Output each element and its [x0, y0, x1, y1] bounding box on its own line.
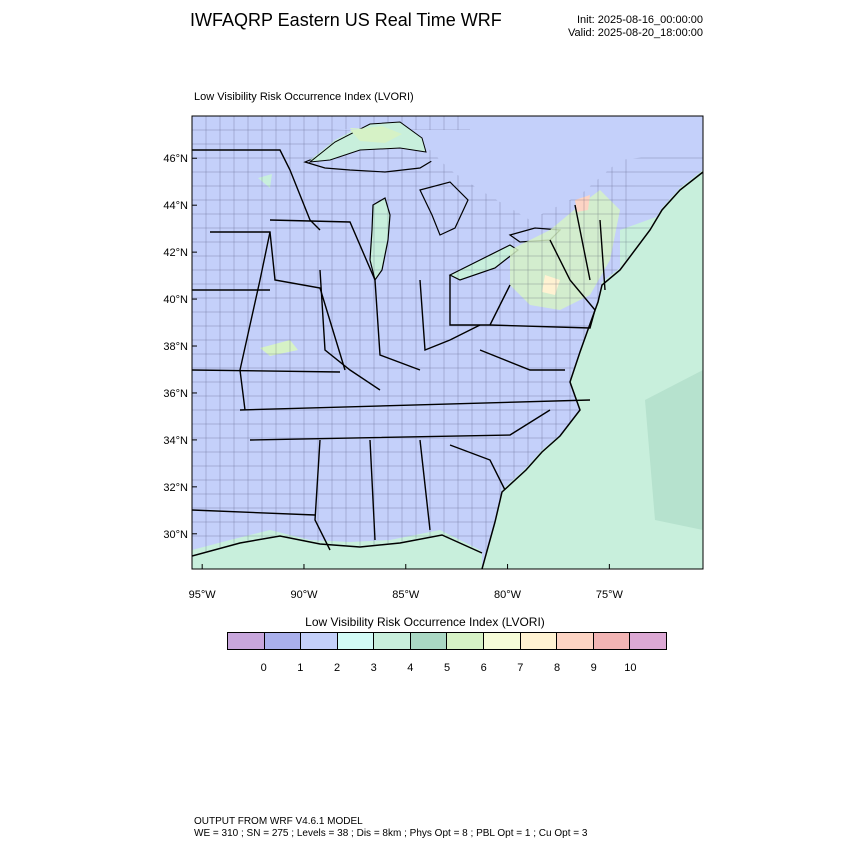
colorbar-swatch: [557, 633, 594, 649]
lvori-map: 46°N 44°N 42°N 40°N 38°N 36°N 34°N 32°N 30°N 95°…: [163, 115, 704, 601]
northeast-mid-index: [510, 190, 620, 310]
colorbar-tick-label: 7: [517, 662, 524, 674]
lon-label: 90°W: [290, 589, 318, 601]
mo-patch: [260, 340, 298, 356]
lon-label: 85°W: [392, 589, 420, 601]
colorbar-swatch: [520, 633, 558, 649]
colorbar-swatch: [630, 633, 666, 649]
longitude-axis: 95°W 90°W 85°W 80°W 75°W: [189, 564, 624, 601]
lat-label: 30°N: [163, 529, 188, 541]
init-time: Init: 2025-08-16_00:00:00: [577, 14, 703, 26]
colorbar-swatch: [447, 633, 485, 649]
colorbar-swatch: [374, 633, 411, 649]
lon-label: 80°W: [494, 589, 522, 601]
colorbar-swatch: [484, 633, 521, 649]
latitude-axis: 46°N 44°N 42°N 40°N 38°N 36°N 34°N 32°N 30°N: [163, 153, 197, 541]
wi-patch: [258, 174, 272, 188]
gulf-overlay: [192, 534, 482, 569]
colorbar: [227, 632, 667, 650]
colorbar-swatch: [228, 633, 265, 649]
colorbar-tick-label: 6: [480, 662, 487, 674]
plot-title: Low Visibility Risk Occurrence Index (LV…: [194, 91, 414, 103]
colorbar-tick-label: 8: [553, 662, 561, 674]
footer-config: WE = 310 ; SN = 275 ; Levels = 38 ; Dis …: [194, 828, 588, 839]
up-high-overlay: [350, 126, 402, 143]
colorbar-tick-label: 2: [333, 662, 341, 674]
colorbar-swatch: [337, 633, 375, 649]
atlantic-overlay: [482, 170, 703, 569]
lat-label: 32°N: [163, 482, 188, 494]
lat-label: 38°N: [163, 341, 188, 353]
colorbar-tick-label: 1: [297, 662, 304, 674]
pa-high-index: [542, 275, 560, 295]
lat-label: 42°N: [163, 247, 188, 259]
footer-model: OUTPUT FROM WRF V4.6.1 MODEL: [194, 816, 363, 827]
colorbar-swatch: [264, 633, 302, 649]
colorbar-swatch: [301, 633, 338, 649]
vt-high-index: [575, 195, 590, 212]
colorbar-tick-label: 9: [590, 662, 597, 674]
colorbar-tick-label: 3: [370, 662, 377, 674]
ocean-band-overlay: [645, 370, 703, 530]
chart-title: IWFAQRP Eastern US Real Time WRF: [190, 10, 502, 30]
colorbar-swatch: [593, 633, 631, 649]
state-borders: [192, 149, 606, 551]
lat-label: 46°N: [163, 153, 188, 165]
valid-time: Valid: 2025-08-20_18:00:00: [568, 27, 703, 39]
colorbar-tick-label: 10: [624, 662, 637, 674]
lat-label: 34°N: [163, 435, 188, 447]
lat-label: 40°N: [163, 294, 188, 306]
lon-label: 95°W: [189, 589, 217, 601]
map-frame: [191, 115, 704, 570]
colorbar-swatch: [410, 633, 448, 649]
colorbar-title: Low Visibility Risk Occurrence Index (LV…: [305, 615, 545, 629]
lat-label: 36°N: [163, 388, 188, 400]
lat-label: 44°N: [163, 200, 188, 212]
colorbar-tick-label: 5: [443, 662, 451, 674]
colorbar-tick-label: 4: [407, 662, 414, 674]
coastline: [192, 171, 703, 569]
lon-label: 75°W: [596, 589, 624, 601]
colorbar-tick-label: 0: [260, 662, 267, 674]
